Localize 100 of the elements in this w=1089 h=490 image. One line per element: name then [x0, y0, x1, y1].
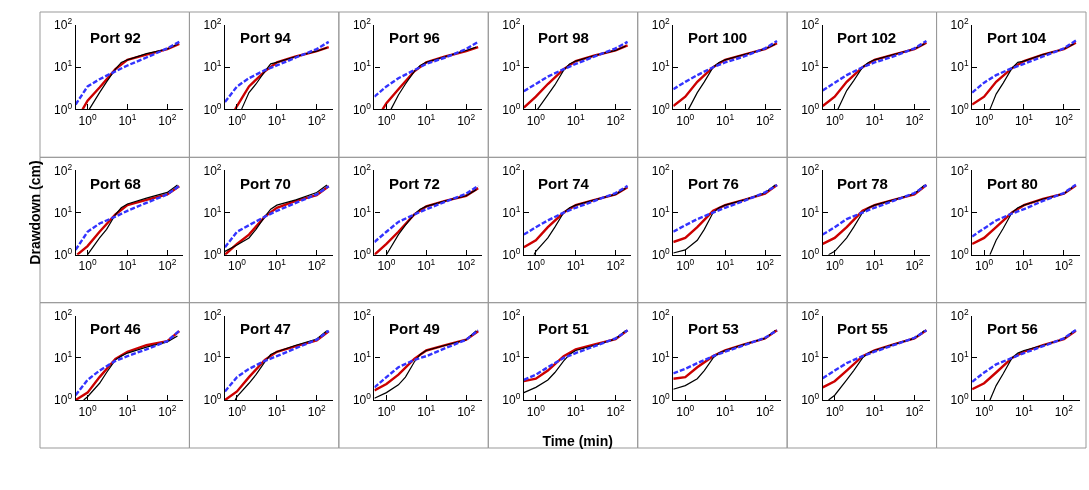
x-tick-label: 10$^{1}$ — [716, 402, 735, 419]
y-tick-label: 10$^{1}$ — [54, 203, 73, 220]
y-tick-label: 10$^{2}$ — [950, 16, 969, 33]
x-tick-label: 10$^{0}$ — [377, 257, 396, 274]
y-tick-label: 10$^{2}$ — [801, 161, 820, 178]
y-tick-label: 10$^{1}$ — [502, 349, 521, 366]
y-tick-label: 10$^{0}$ — [502, 391, 521, 408]
y-tick-label: 10$^{1}$ — [352, 203, 372, 220]
x-tick-label: 10$^{2}$ — [307, 402, 327, 419]
y-tick-label: 10$^{0}$ — [54, 245, 73, 262]
x-tick-label: 10$^{2}$ — [755, 257, 775, 274]
y-tick-label: 10$^{0}$ — [352, 391, 372, 408]
x-tick-label: 10$^{1}$ — [865, 402, 884, 419]
x-tick-label: 10$^{2}$ — [606, 111, 625, 128]
y-tick-label: 10$^{0}$ — [502, 245, 521, 262]
y-tick-label: 10$^{2}$ — [352, 16, 372, 33]
y-tick-label: 10$^{1}$ — [950, 349, 969, 366]
chart-title: Port 46 — [90, 320, 141, 337]
chart-title: Port 68 — [90, 175, 141, 192]
y-tick-label: 10$^{1}$ — [54, 349, 73, 366]
chart-title: Port 104 — [987, 29, 1047, 46]
chart-title: Port 53 — [688, 320, 739, 337]
x-tick-label: 10$^{1}$ — [417, 402, 436, 419]
y-tick-label: 10$^{2}$ — [502, 306, 521, 323]
x-axis-title: Time (min) — [542, 432, 613, 449]
chart-title: Port 76 — [688, 175, 739, 192]
y-tick-label: 10$^{2}$ — [203, 16, 222, 33]
y-tick-label: 10$^{2}$ — [352, 306, 372, 323]
chart-title: Port 92 — [90, 29, 141, 46]
y-tick-label: 10$^{1}$ — [502, 203, 521, 220]
y-tick-label: 10$^{0}$ — [203, 391, 222, 408]
y-tick-label: 10$^{0}$ — [502, 100, 521, 117]
y-tick-label: 10$^{2}$ — [502, 161, 521, 178]
chart-title: Port 51 — [538, 320, 589, 337]
y-tick-label: 10$^{2}$ — [203, 161, 222, 178]
x-tick-label: 10$^{0}$ — [526, 257, 546, 274]
x-tick-label: 10$^{1}$ — [1014, 111, 1034, 128]
y-tick-label: 10$^{2}$ — [651, 16, 671, 33]
x-tick-label: 10$^{1}$ — [566, 257, 586, 274]
y-tick-label: 10$^{2}$ — [203, 306, 222, 323]
x-tick-label: 10$^{2}$ — [905, 111, 924, 128]
y-tick-label: 10$^{1}$ — [801, 203, 820, 220]
y-tick-label: 10$^{2}$ — [950, 161, 969, 178]
x-tick-label: 10$^{0}$ — [825, 402, 845, 419]
chart-title: Port 47 — [240, 320, 291, 337]
x-tick-label: 10$^{0}$ — [377, 111, 396, 128]
y-tick-label: 10$^{0}$ — [54, 100, 73, 117]
chart-title: Port 55 — [837, 320, 888, 337]
y-tick-label: 10$^{2}$ — [801, 306, 820, 323]
y-tick-label: 10$^{2}$ — [352, 161, 372, 178]
x-tick-label: 10$^{2}$ — [755, 402, 775, 419]
y-tick-label: 10$^{1}$ — [801, 58, 820, 75]
x-tick-label: 10$^{1}$ — [1014, 402, 1034, 419]
x-tick-label: 10$^{0}$ — [78, 402, 97, 419]
chart-title: Port 100 — [688, 29, 748, 46]
chart-title: Port 94 — [240, 29, 292, 46]
y-axis-title: Drawdown (cm) — [26, 160, 43, 265]
x-tick-label: 10$^{0}$ — [975, 402, 994, 419]
x-tick-label: 10$^{1}$ — [865, 257, 884, 274]
y-tick-label: 10$^{0}$ — [651, 100, 671, 117]
chart-title: Port 49 — [389, 320, 440, 337]
x-tick-label: 10$^{2}$ — [606, 402, 625, 419]
x-tick-label: 10$^{0}$ — [676, 402, 695, 419]
x-tick-label: 10$^{2}$ — [457, 257, 476, 274]
x-tick-label: 10$^{1}$ — [1014, 257, 1034, 274]
chart-title: Port 74 — [538, 175, 590, 192]
x-tick-label: 10$^{2}$ — [158, 257, 177, 274]
chart-title: Port 102 — [837, 29, 897, 46]
x-tick-label: 10$^{0}$ — [227, 111, 247, 128]
x-tick-label: 10$^{2}$ — [1054, 257, 1074, 274]
y-tick-label: 10$^{1}$ — [502, 58, 521, 75]
x-tick-label: 10$^{0}$ — [975, 111, 994, 128]
x-tick-label: 10$^{2}$ — [457, 111, 476, 128]
y-tick-label: 10$^{2}$ — [54, 16, 73, 33]
x-tick-label: 10$^{1}$ — [118, 402, 137, 419]
y-tick-label: 10$^{1}$ — [801, 349, 820, 366]
x-tick-label: 10$^{1}$ — [118, 111, 137, 128]
chart-title: Port 80 — [987, 175, 1038, 192]
x-tick-label: 10$^{2}$ — [1054, 402, 1074, 419]
y-tick-label: 10$^{1}$ — [950, 203, 969, 220]
x-tick-label: 10$^{0}$ — [676, 111, 695, 128]
y-tick-label: 10$^{1}$ — [54, 58, 73, 75]
x-tick-label: 10$^{1}$ — [566, 111, 586, 128]
y-tick-label: 10$^{1}$ — [651, 58, 671, 75]
y-tick-label: 10$^{1}$ — [651, 203, 671, 220]
x-tick-label: 10$^{0}$ — [676, 257, 695, 274]
x-tick-label: 10$^{2}$ — [307, 111, 327, 128]
chart-title: Port 72 — [389, 175, 440, 192]
x-tick-label: 10$^{1}$ — [118, 257, 137, 274]
y-tick-label: 10$^{2}$ — [651, 161, 671, 178]
x-tick-label: 10$^{1}$ — [267, 402, 287, 419]
x-tick-label: 10$^{2}$ — [905, 402, 924, 419]
y-tick-label: 10$^{1}$ — [651, 349, 671, 366]
y-tick-label: 10$^{2}$ — [54, 306, 73, 323]
chart-title: Port 96 — [389, 29, 440, 46]
y-tick-label: 10$^{0}$ — [203, 245, 222, 262]
x-tick-label: 10$^{0}$ — [825, 257, 845, 274]
x-tick-label: 10$^{0}$ — [526, 402, 546, 419]
y-tick-label: 10$^{2}$ — [651, 306, 671, 323]
y-tick-label: 10$^{0}$ — [950, 391, 969, 408]
